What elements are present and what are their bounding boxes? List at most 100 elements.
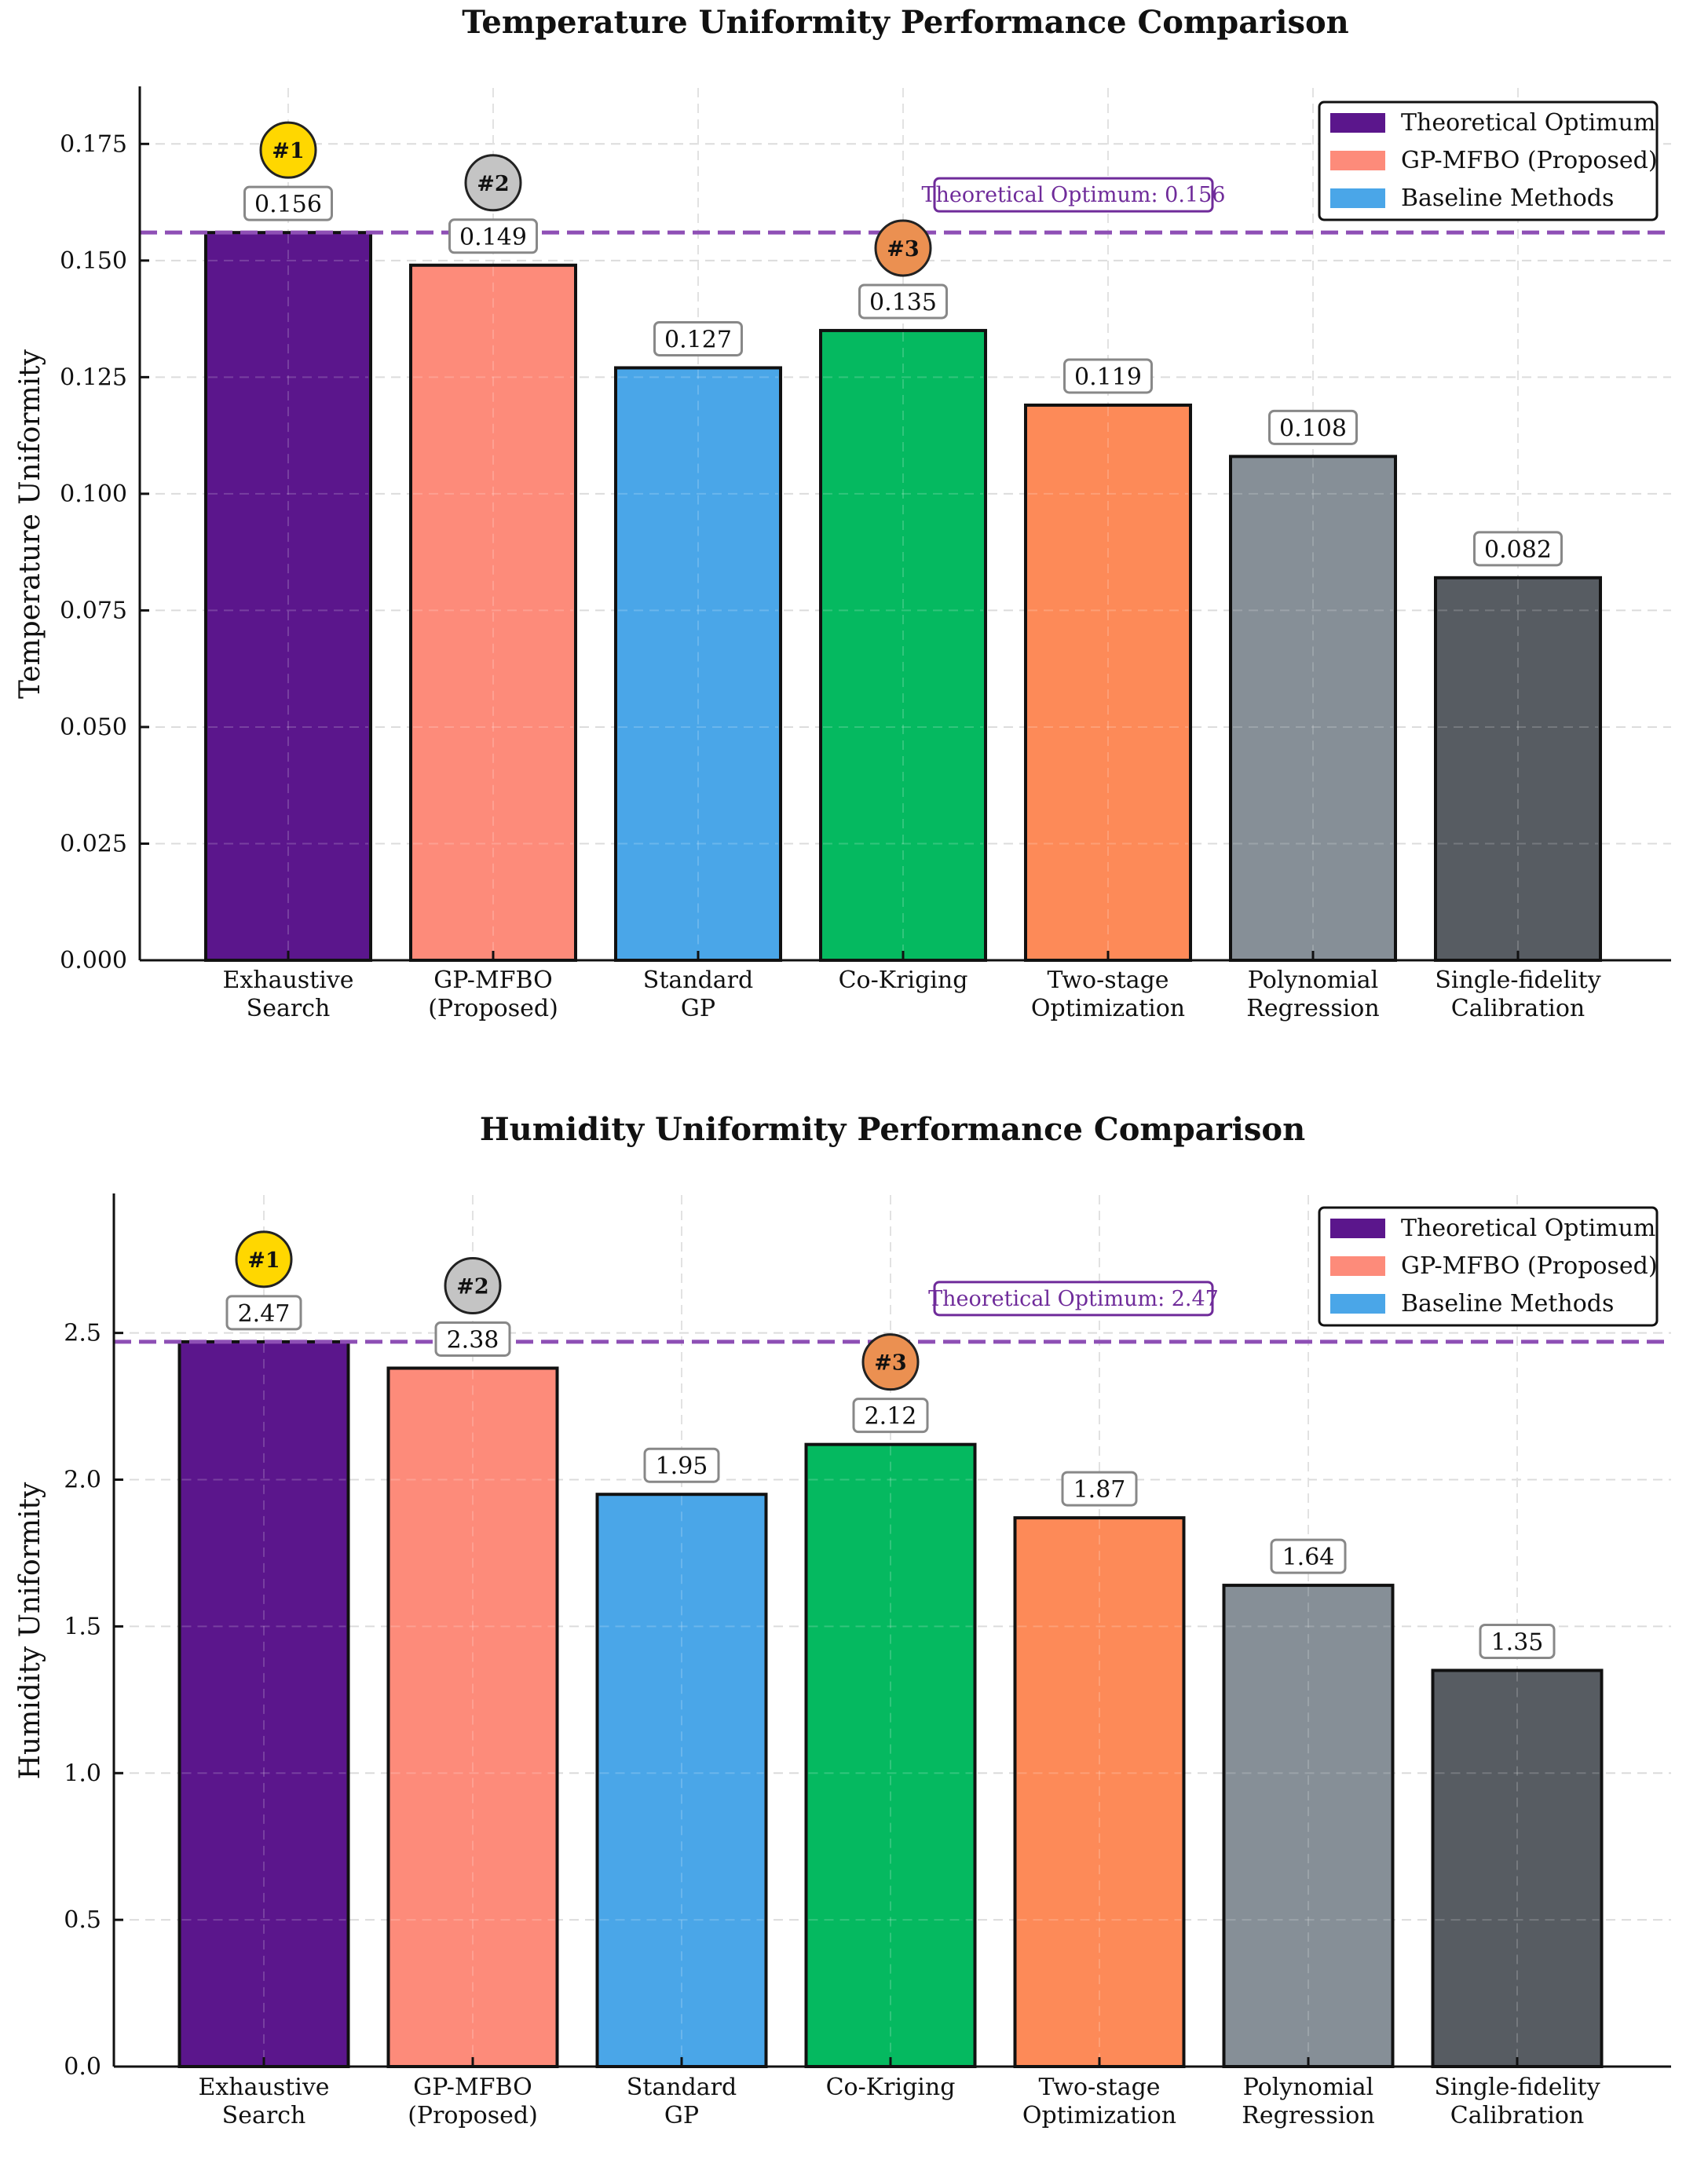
y-tick-label: 0.050 — [60, 714, 127, 741]
value-label-box — [858, 283, 948, 320]
value-label-box — [448, 218, 538, 254]
legend-label: GP-MFBO (Proposed) — [1401, 1252, 1658, 1280]
y-tick-label: 0.075 — [60, 597, 127, 624]
x-tick-label: GP-MFBO — [433, 967, 552, 994]
y-tick-label: 0.5 — [64, 1906, 101, 1934]
bar-4 — [804, 1442, 977, 2068]
x-tick-label: Regression — [1242, 2102, 1374, 2129]
x-tick-label: GP — [681, 995, 715, 1022]
value-label-box — [653, 320, 743, 356]
value-label: 2.47 — [238, 1300, 291, 1328]
value-label-box — [434, 1321, 511, 1358]
x-tick-label: GP — [664, 2102, 699, 2129]
value-label-box — [1479, 1623, 1556, 1659]
x-tick-label: Single-fidelity — [1434, 2074, 1600, 2101]
y-tick-label: 0.175 — [60, 130, 127, 158]
legend-swatch — [1330, 113, 1385, 133]
reference-label-box — [933, 1281, 1214, 1317]
x-tick-label: Calibration — [1451, 995, 1585, 1022]
value-label: 0.135 — [869, 289, 937, 316]
bar-5 — [1024, 404, 1192, 962]
value-label-box — [643, 1447, 720, 1483]
bar-1 — [177, 1339, 350, 2068]
rank-badge — [259, 121, 317, 179]
legend-swatch — [1330, 151, 1385, 170]
legend-swatch — [1330, 1256, 1385, 1276]
x-tick-label: Optimization — [1031, 995, 1185, 1022]
rank-badge — [464, 154, 522, 212]
bar-1 — [204, 231, 372, 963]
legend-box — [1318, 101, 1659, 221]
legend-label: Theoretical Optimum — [1401, 109, 1655, 137]
value-label-box — [1061, 1471, 1138, 1507]
rank-label: #2 — [477, 172, 509, 196]
y-tick-label: 0.125 — [60, 364, 127, 391]
rank-label: #1 — [247, 1248, 280, 1273]
x-tick-label: Polynomial — [1243, 2074, 1373, 2101]
y-tick-label: 2.0 — [64, 1467, 101, 1494]
x-tick-label: Regression — [1246, 995, 1379, 1022]
rank-label: #3 — [887, 237, 919, 261]
value-label: 0.119 — [1074, 364, 1142, 391]
x-tick-label: Exhaustive — [198, 2074, 329, 2101]
value-label: 0.082 — [1484, 536, 1552, 564]
y-tick-label: 0.000 — [60, 947, 127, 974]
x-tick-label: (Proposed) — [408, 2102, 538, 2129]
y-tick-label: 0.150 — [60, 247, 127, 275]
value-label-box — [1270, 1538, 1347, 1574]
value-label: 2.12 — [865, 1403, 917, 1431]
rank-badge — [861, 1333, 920, 1391]
rank-badge — [235, 1230, 293, 1288]
value-label: 0.108 — [1279, 415, 1347, 442]
y-tick-label: 0.100 — [60, 481, 127, 508]
reference-label-box — [933, 177, 1214, 213]
bar-6 — [1222, 1584, 1395, 2068]
rank-badge — [444, 1257, 502, 1315]
x-tick-label: GP-MFBO — [413, 2074, 532, 2101]
value-label: 2.38 — [447, 1327, 499, 1354]
y-axis-label: Temperature Uniformity — [14, 349, 46, 699]
legend-label: GP-MFBO (Proposed) — [1401, 147, 1658, 174]
value-label-box — [852, 1398, 929, 1434]
x-tick-label: Polynomial — [1248, 967, 1378, 994]
value-label: 1.95 — [656, 1453, 708, 1480]
value-label-box — [1268, 409, 1358, 445]
value-label: 1.64 — [1282, 1544, 1335, 1571]
legend-label: Theoretical Optimum — [1401, 1215, 1655, 1242]
x-tick-label: Two-stage — [1047, 967, 1169, 994]
bar-7 — [1431, 1668, 1604, 2069]
y-tick-label: 0.0 — [64, 2053, 101, 2081]
rank-badge — [874, 219, 932, 277]
reference-label: Theoretical Optimum: 0.156 — [922, 183, 1226, 207]
x-tick-label: Calibration — [1450, 2102, 1585, 2129]
x-tick-label: Standard — [627, 2074, 737, 2101]
bar-2 — [409, 263, 577, 962]
value-label: 0.149 — [459, 224, 527, 251]
legend-box — [1318, 1206, 1659, 1327]
x-tick-label: Exhaustive — [222, 967, 353, 994]
legend-swatch — [1330, 1219, 1385, 1238]
value-label: 0.127 — [664, 326, 732, 353]
value-label-box — [1473, 531, 1563, 567]
bar-6 — [1229, 455, 1397, 962]
x-tick-label: (Proposed) — [428, 995, 558, 1022]
value-label-box — [243, 185, 333, 221]
y-tick-label: 2.5 — [64, 1320, 101, 1347]
rank-label: #1 — [272, 139, 304, 163]
rank-label: #3 — [874, 1351, 906, 1376]
legend-swatch — [1330, 1294, 1385, 1314]
bar-7 — [1434, 576, 1602, 963]
y-axis-label: Humidity Uniformity — [14, 1482, 46, 1779]
y-tick-label: 1.5 — [64, 1613, 101, 1640]
y-tick-label: 1.0 — [64, 1760, 101, 1787]
bar-5 — [1013, 1516, 1186, 2068]
value-label: 1.87 — [1073, 1476, 1126, 1504]
x-tick-label: Optimization — [1022, 2102, 1176, 2129]
x-tick-label: Single-fidelity — [1435, 967, 1600, 994]
reference-label: Theoretical Optimum: 2.47 — [928, 1287, 1219, 1311]
legend-label: Baseline Methods — [1401, 1290, 1614, 1318]
value-label-box — [225, 1295, 302, 1331]
rank-label: #2 — [456, 1275, 488, 1299]
chart-title: Humidity Uniformity Performance Comparis… — [480, 1111, 1305, 1148]
